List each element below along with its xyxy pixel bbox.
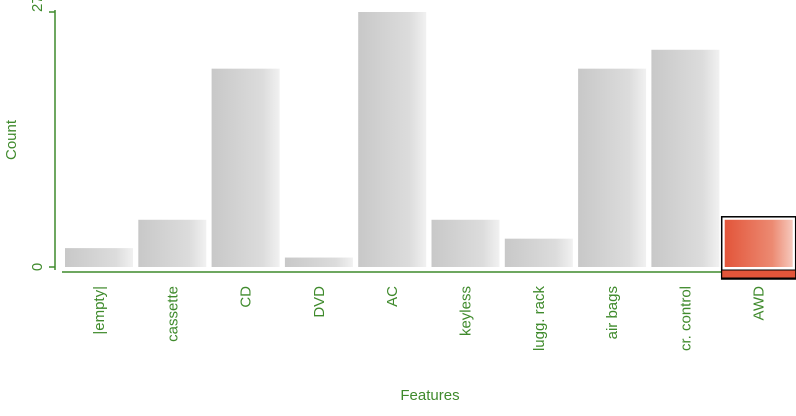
y-tick-label: 27 xyxy=(29,0,46,12)
bar xyxy=(724,219,793,267)
selection-handle-bar xyxy=(721,269,796,279)
x-tick-label: lugg. rack xyxy=(531,286,548,352)
bar xyxy=(284,257,353,267)
y-tick-label: 0 xyxy=(29,263,46,271)
x-tick-label: air bags xyxy=(604,286,621,339)
x-tick-label: AWD xyxy=(751,286,768,321)
bar xyxy=(138,219,207,267)
bar xyxy=(651,49,720,268)
x-tick-label: cr. control xyxy=(677,286,694,351)
y-axis-title: Count xyxy=(3,119,20,160)
x-tick-label: CD xyxy=(238,286,255,308)
x-tick-label: cassette xyxy=(164,286,181,342)
bar xyxy=(65,248,133,267)
bar xyxy=(504,238,573,267)
bar xyxy=(211,68,280,268)
bar xyxy=(358,12,427,267)
x-axis-title: Features xyxy=(400,387,459,404)
bar xyxy=(578,68,647,268)
x-tick-label: DVD xyxy=(311,286,328,318)
x-tick-label: AC xyxy=(384,286,401,307)
x-tick-label: |empty| xyxy=(91,286,108,335)
x-tick-label: keyless xyxy=(458,286,475,336)
bar xyxy=(431,219,500,267)
